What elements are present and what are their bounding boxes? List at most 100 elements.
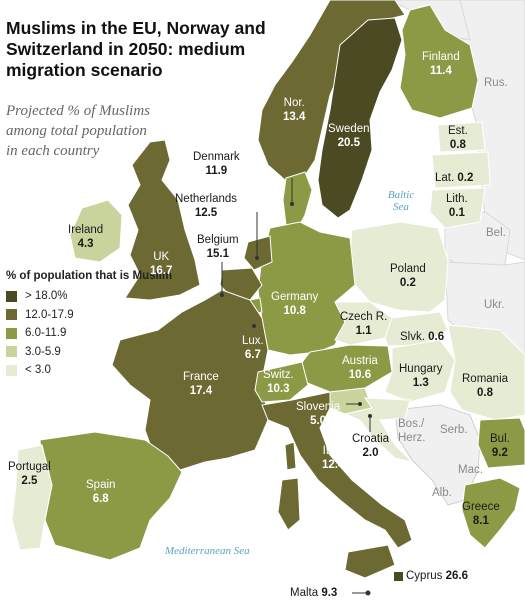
baltic-sea-area <box>360 150 430 230</box>
poland-name: Poland <box>390 263 426 275</box>
lithuania-name: Lith. <box>446 193 468 205</box>
label-austria: Austria 10.6 <box>342 354 378 382</box>
cyprus-marker <box>394 572 403 581</box>
label-uk: UK 16.7 <box>150 250 172 278</box>
austria-value: 10.6 <box>348 369 372 381</box>
netherlands-name: Netherlands <box>175 193 238 205</box>
map-title: Muslims in the EU, Norway and Switzerlan… <box>6 18 266 80</box>
uk-value: 16.7 <box>150 265 173 277</box>
poland-value: 0.2 <box>399 277 416 289</box>
label-albania: Alb. <box>432 487 452 499</box>
estonia-value: 0.8 <box>449 139 466 151</box>
france-name: France <box>183 371 219 383</box>
label-croatia: Croatia 2.0 <box>352 432 389 460</box>
france-value: 17.4 <box>189 385 213 397</box>
ireland-name: Ireland <box>68 224 104 236</box>
slovenia-value: 5.0 <box>310 415 327 427</box>
map-subtitle: Projected % of Muslims among total popul… <box>6 103 151 159</box>
label-italy: Italy 12.4 <box>322 444 344 472</box>
denmark-shape <box>282 171 313 229</box>
estonia-name: Est. <box>448 125 468 137</box>
croatia-shape <box>343 397 414 463</box>
belgium-dot <box>220 293 224 297</box>
croatia-name: Croatia <box>352 433 390 445</box>
greece-shape <box>461 477 521 549</box>
legend-label: < 3.0 <box>25 364 51 377</box>
ireland-shape <box>69 199 123 263</box>
bulgaria-name: Bul. <box>490 433 510 445</box>
latvia-shape <box>431 151 491 189</box>
legend-swatch <box>6 364 17 376</box>
legend-swatch <box>6 290 17 302</box>
legend-item: 12.0-17.9 <box>6 306 172 325</box>
denmark-dot <box>290 202 294 206</box>
ireland-value: 4.3 <box>77 238 94 250</box>
legend-title: % of population that is Muslim <box>6 270 173 282</box>
malta-name: Malta <box>290 587 319 599</box>
estonia-shape <box>437 121 486 153</box>
label-malta: Malta 9.3 <box>290 586 337 600</box>
label-belarus: Bel. <box>486 227 506 239</box>
germany-name: Germany <box>271 291 319 303</box>
hungary-name: Hungary <box>399 363 443 375</box>
label-greece: Greece 8.1 <box>462 500 500 528</box>
portugal-shape <box>11 444 53 551</box>
czech-shape <box>334 301 393 346</box>
spain-value: 6.8 <box>92 493 109 505</box>
malta-dot <box>365 590 371 596</box>
legend-label: 12.0-17.9 <box>25 308 74 321</box>
cyprus-name: Cyprus <box>406 570 443 582</box>
label-portugal: Portugal 2.5 <box>8 460 51 488</box>
label-switzerland: Switz. 10.3 <box>263 368 294 396</box>
label-sweden: Sweden 20.5 <box>328 122 370 150</box>
denmark-name: Denmark <box>193 151 240 163</box>
label-luxembourg: Lux. 6.7 <box>242 334 264 362</box>
label-russia: Rus. <box>484 77 508 89</box>
legend-item: 3.0-5.9 <box>6 343 172 362</box>
slovenia-name: Slovenia <box>296 401 341 413</box>
label-france: France 17.4 <box>183 370 219 398</box>
slovenia-dot <box>358 402 362 406</box>
cyprus-value: 26.6 <box>445 570 469 582</box>
lithuania-shape <box>429 187 486 229</box>
label-romania: Romania 0.8 <box>462 372 508 400</box>
legend-label: > 18.0% <box>25 290 68 303</box>
legend-swatch <box>6 309 17 321</box>
label-bosnia: Bos./ Herz. <box>398 418 426 444</box>
label-ukraine: Ukr. <box>484 299 505 311</box>
greece-name: Greece <box>462 501 500 513</box>
label-serbia: Serb. <box>440 424 468 436</box>
denmark-value: 11.9 <box>205 165 228 177</box>
label-norway: Nor. 13.4 <box>283 96 305 124</box>
czech-name: Czech R. <box>340 311 388 323</box>
croatia-value: 2.0 <box>362 447 379 459</box>
sweden-value: 20.5 <box>337 137 360 149</box>
sardinia-shape <box>277 477 301 531</box>
label-spain: Spain 6.8 <box>86 478 115 506</box>
romania-value: 0.8 <box>477 387 494 399</box>
label-mediterranean-sea: Mediterranean Sea <box>165 545 250 557</box>
label-slovenia: Slovenia 5.0 <box>296 400 340 428</box>
germany-value: 10.8 <box>283 305 306 317</box>
label-netherlands: Netherlands 12.5 <box>175 192 237 220</box>
italy-shape <box>261 391 413 549</box>
label-bulgaria: Bul. 9.2 <box>490 432 510 460</box>
legend-label: 3.0-5.9 <box>25 345 61 358</box>
label-czech: Czech R. 1.1 <box>340 310 387 338</box>
latvia-value: 0.2 <box>457 172 474 184</box>
legend: % of population that is Muslim > 18.0% 1… <box>6 269 172 380</box>
portugal-name: Portugal <box>8 461 51 473</box>
switzerland-name: Switz. <box>263 369 294 381</box>
netherlands-value: 12.5 <box>194 207 218 219</box>
finland-value: 11.4 <box>429 65 452 77</box>
latvia-name: Lat. <box>435 172 455 184</box>
austria-name: Austria <box>342 355 378 367</box>
slovakia-name: Slvk. <box>400 331 425 343</box>
uk-name: UK <box>153 251 170 263</box>
label-germany: Germany 10.8 <box>271 290 318 318</box>
bulgaria-value: 9.2 <box>491 447 508 459</box>
label-latvia: Lat. 0.2 <box>435 171 473 185</box>
hungary-value: 1.3 <box>412 377 429 389</box>
legend-label: 6.0-11.9 <box>25 327 67 340</box>
